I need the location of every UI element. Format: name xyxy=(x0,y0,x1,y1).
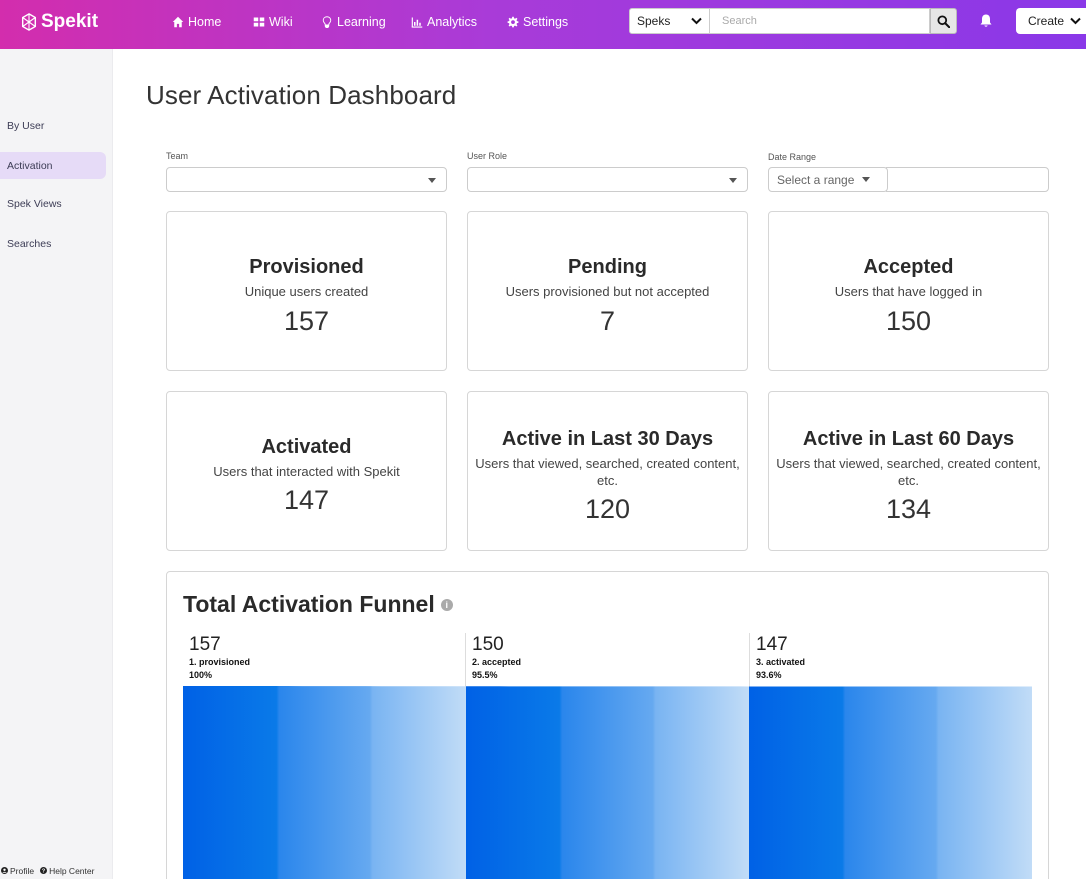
nav-home-label: Home xyxy=(188,15,222,29)
caret-down-icon xyxy=(862,177,871,182)
user-circle-icon xyxy=(1,867,8,874)
sidebar-item-label: Searches xyxy=(7,237,52,250)
funnel-chart xyxy=(183,686,1032,879)
caret-down-icon xyxy=(729,178,737,183)
funnel-segment-1[interactable] xyxy=(183,686,466,879)
search-scope-select[interactable]: Speks xyxy=(629,8,710,34)
sidebar-item-by-user[interactable]: By User xyxy=(0,112,106,139)
user-role-filter-select[interactable] xyxy=(467,167,748,192)
card-subtitle: Users that viewed, searched, created con… xyxy=(776,456,1041,488)
card-active-60-days: Active in Last 60 Days Users that viewed… xyxy=(768,391,1049,551)
svg-text:?: ? xyxy=(42,869,46,874)
funnel-segment-3[interactable] xyxy=(749,686,1032,879)
nav-learning-label: Learning xyxy=(337,15,386,29)
stage-value-accepted: 150 xyxy=(472,634,504,655)
bar-chart-icon xyxy=(411,17,423,28)
stage-percent-accepted: 95.5% xyxy=(472,670,498,680)
sidebar-item-searches[interactable]: Searches xyxy=(0,230,106,257)
card-value: 7 xyxy=(599,306,616,336)
grid-icon xyxy=(253,17,265,27)
date-range-input[interactable] xyxy=(886,167,1049,192)
card-title: Active in Last 30 Days xyxy=(501,428,714,450)
card-title: Activated xyxy=(261,436,352,458)
nav-home[interactable]: Home xyxy=(172,13,221,31)
funnel-title-text: Total Activation Funnel xyxy=(183,591,435,617)
chevron-down-icon xyxy=(691,17,702,25)
card-value: 150 xyxy=(885,306,932,336)
card-subtitle: Users that have logged in xyxy=(834,284,983,299)
bell-icon[interactable] xyxy=(978,13,994,29)
lightbulb-icon xyxy=(322,16,332,28)
team-filter-label: Team xyxy=(166,151,189,161)
date-range-placeholder: Select a range xyxy=(777,172,855,187)
help-center-label: Help Center xyxy=(49,865,95,876)
card-value: 157 xyxy=(283,306,330,336)
card-provisioned: Provisioned Unique users created 157 xyxy=(166,211,447,371)
card-subtitle: Users that viewed, searched, created con… xyxy=(475,456,740,488)
card-value: 147 xyxy=(283,485,330,515)
create-label: Create xyxy=(1028,14,1065,28)
profile-label: Profile xyxy=(10,865,35,876)
stage-percent-activated: 93.6% xyxy=(756,670,782,680)
card-subtitle: Users that interacted with Spekit xyxy=(213,464,400,479)
nav-wiki[interactable]: Wiki xyxy=(253,13,293,31)
search-scope-value: Speks xyxy=(637,14,671,28)
team-filter-select[interactable] xyxy=(166,167,447,192)
sidebar-item-label: Spek Views xyxy=(7,197,62,210)
nav-analytics[interactable]: Analytics xyxy=(411,13,477,31)
profile-link[interactable]: Profile xyxy=(1,866,34,876)
card-accepted: Accepted Users that have logged in 150 xyxy=(768,211,1049,371)
sidebar xyxy=(0,49,113,879)
card-title: Accepted xyxy=(863,256,954,278)
gear-icon xyxy=(507,16,519,28)
card-pending: Pending Users provisioned but not accept… xyxy=(467,211,748,371)
top-nav-bar: Spekit Home Wiki Learning Analytics Sett… xyxy=(0,0,1086,49)
card-title: Active in Last 60 Days xyxy=(802,428,1015,450)
sidebar-item-spek-views[interactable]: Spek Views xyxy=(0,190,106,217)
nav-settings[interactable]: Settings xyxy=(507,13,568,31)
funnel-title: Total Activation Funnel i xyxy=(183,591,453,618)
user-role-filter-label: User Role xyxy=(467,151,508,161)
stage-value-activated: 147 xyxy=(756,634,788,655)
date-range-label: Date Range xyxy=(768,152,817,162)
date-range-select[interactable]: Select a range xyxy=(768,167,888,192)
card-title: Pending xyxy=(568,256,647,278)
sidebar-item-activation[interactable]: Activation xyxy=(0,152,106,179)
card-subtitle: Users provisioned but not accepted xyxy=(505,284,710,299)
card-active-30-days: Active in Last 30 Days Users that viewed… xyxy=(467,391,748,551)
stage-label-provisioned: 1. provisioned xyxy=(189,657,251,667)
spekit-logo-icon xyxy=(21,13,37,31)
card-subtitle: Unique users created xyxy=(244,284,369,299)
question-circle-icon: ? xyxy=(40,867,48,874)
card-activated: Activated Users that interacted with Spe… xyxy=(166,391,447,551)
page-title: User Activation Dashboard xyxy=(146,80,457,110)
card-value: 120 xyxy=(584,494,631,524)
stage-value-provisioned: 157 xyxy=(189,634,221,655)
stage-label-activated: 3. activated xyxy=(756,657,806,667)
search-icon xyxy=(937,14,950,28)
funnel-segment-2[interactable] xyxy=(466,686,749,879)
search-input[interactable] xyxy=(710,8,930,34)
nav-wiki-label: Wiki xyxy=(269,15,293,29)
card-value: 134 xyxy=(885,494,932,524)
home-icon xyxy=(172,16,184,28)
help-center-link[interactable]: ? Help Center xyxy=(40,866,94,876)
create-button[interactable]: Create xyxy=(1016,8,1086,34)
info-icon[interactable]: i xyxy=(440,598,453,611)
caret-down-icon xyxy=(428,178,436,183)
stage-percent-provisioned: 100% xyxy=(189,670,213,680)
app-name: Spekit xyxy=(41,11,99,32)
card-title: Provisioned xyxy=(249,256,364,278)
sidebar-footer: Profile ? Help Center xyxy=(0,862,113,879)
chevron-down-icon xyxy=(1070,17,1081,25)
search-button[interactable] xyxy=(930,8,957,34)
nav-settings-label: Settings xyxy=(523,15,569,29)
spekit-logo[interactable]: Spekit xyxy=(20,10,98,34)
stage-label-accepted: 2. accepted xyxy=(472,657,522,667)
sidebar-item-label: By User xyxy=(7,119,45,132)
sidebar-item-label: Activation xyxy=(7,159,53,172)
nav-learning[interactable]: Learning xyxy=(321,13,386,31)
nav-analytics-label: Analytics xyxy=(427,15,478,29)
